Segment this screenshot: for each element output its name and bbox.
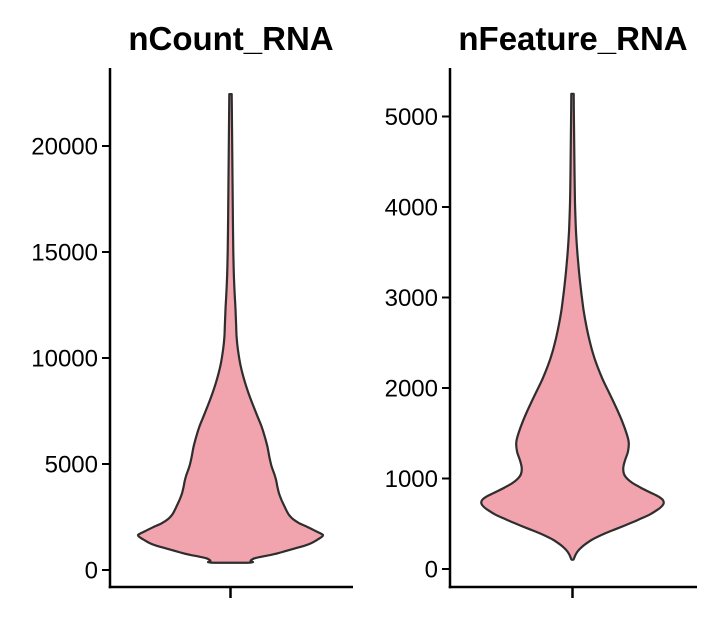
y-tick-label: 5000 bbox=[385, 104, 438, 131]
y-tick-label: 0 bbox=[85, 557, 98, 584]
y-tick-label: 5000 bbox=[45, 451, 98, 478]
y-tick-label: 15000 bbox=[31, 239, 98, 266]
plot-title-ncount-rna: nCount_RNA bbox=[128, 20, 334, 57]
y-tick-label: 20000 bbox=[31, 133, 98, 160]
y-tick-label: 10000 bbox=[31, 345, 98, 372]
y-tick-label: 3000 bbox=[385, 285, 438, 312]
violin-shape-nfeature_rna bbox=[480, 92, 665, 561]
y-tick-label: 0 bbox=[425, 556, 438, 583]
y-tick-label: 1000 bbox=[385, 466, 438, 493]
violin-shape-ncount_rna bbox=[136, 93, 325, 564]
plot-title-nfeature-rna: nFeature_RNA bbox=[458, 20, 688, 57]
y-tick-label: 2000 bbox=[385, 375, 438, 402]
y-tick-label: 4000 bbox=[385, 194, 438, 221]
